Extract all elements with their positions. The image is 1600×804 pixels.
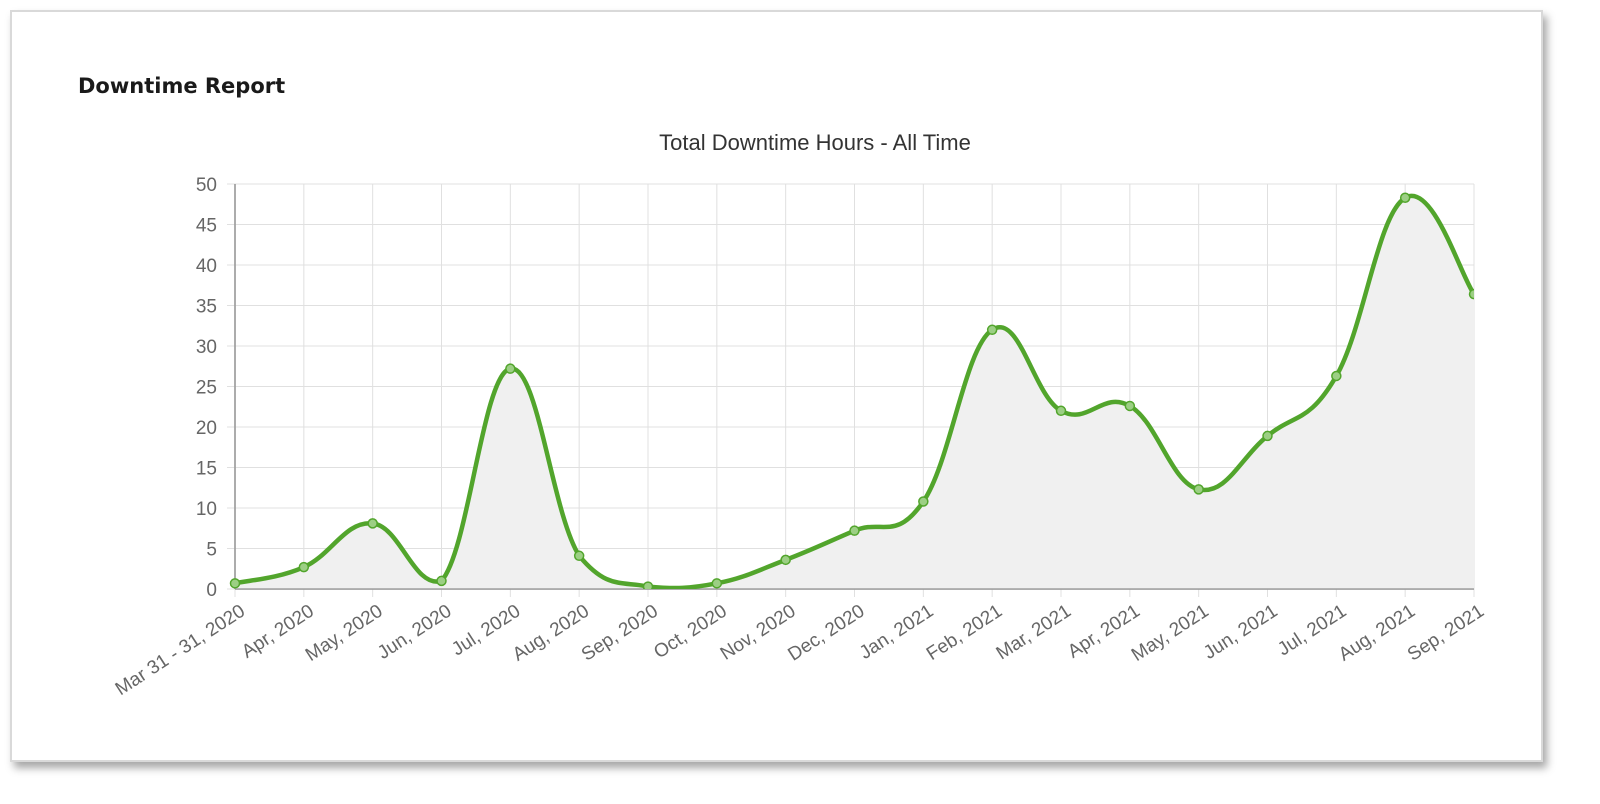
y-tick-label: 10 [196,499,217,520]
chart-title: Total Downtime Hours - All Time [659,130,971,155]
y-tick-label: 15 [196,459,217,480]
x-tick-label: Aug, 2020 [509,601,593,666]
y-axis-ticks: 0 5 10 15 20 25 30 35 40 45 50 [196,175,217,601]
y-tick-label: 20 [196,418,217,439]
x-tick-label: Mar 31 - 31, 2020 [112,601,249,700]
downtime-series-line [234,193,1474,589]
y-tick-label: 30 [196,337,217,358]
x-tick-label: Oct, 2020 [650,601,731,663]
x-tick-label: Feb, 2021 [923,601,1006,665]
data-point[interactable] [780,554,791,566]
data-point[interactable] [642,581,654,591]
data-point[interactable] [229,578,241,589]
data-point[interactable] [1399,192,1411,204]
data-point[interactable] [573,550,585,562]
x-tick-label: Nov, 2020 [717,601,800,665]
data-point[interactable] [986,324,998,336]
y-tick-label: 40 [196,256,217,277]
data-point[interactable] [849,525,860,536]
data-point[interactable] [436,575,447,587]
x-tick-label: Sep, 2021 [1404,601,1488,666]
x-tick-label: Mar, 2021 [993,601,1075,665]
y-tick-label: 0 [206,580,217,601]
data-point[interactable] [298,561,310,573]
y-tick-label: 25 [196,378,217,399]
chart-area-fill [234,184,1474,590]
x-tick-label: Jun, 2020 [374,601,455,664]
x-tick-label: Jan, 2021 [856,601,937,664]
data-point[interactable] [367,518,378,529]
x-tick-label: Sep, 2020 [578,601,662,666]
chart-points [229,192,1479,591]
x-tick-label: Dec, 2020 [784,601,868,666]
card-title: Downtime Report [78,74,286,98]
x-tick-label: Jun, 2021 [1200,601,1281,664]
data-point[interactable] [711,578,723,589]
data-point[interactable] [1193,484,1204,495]
data-point[interactable] [505,363,516,374]
data-point[interactable] [1055,405,1067,417]
y-tick-label: 5 [206,540,217,561]
x-tick-label: May, 2021 [1128,601,1213,666]
y-tick-label: 45 [196,216,217,237]
data-point[interactable] [1468,288,1479,300]
data-point[interactable] [918,496,929,507]
y-tick-label: 35 [196,297,217,318]
x-tick-label: May, 2020 [302,601,387,666]
data-point[interactable] [1262,430,1273,442]
x-tick-label: Aug, 2021 [1335,601,1419,666]
y-tick-label: 50 [196,175,217,196]
data-point[interactable] [1124,400,1136,412]
data-point[interactable] [1331,370,1342,382]
chart-line [234,193,1474,589]
